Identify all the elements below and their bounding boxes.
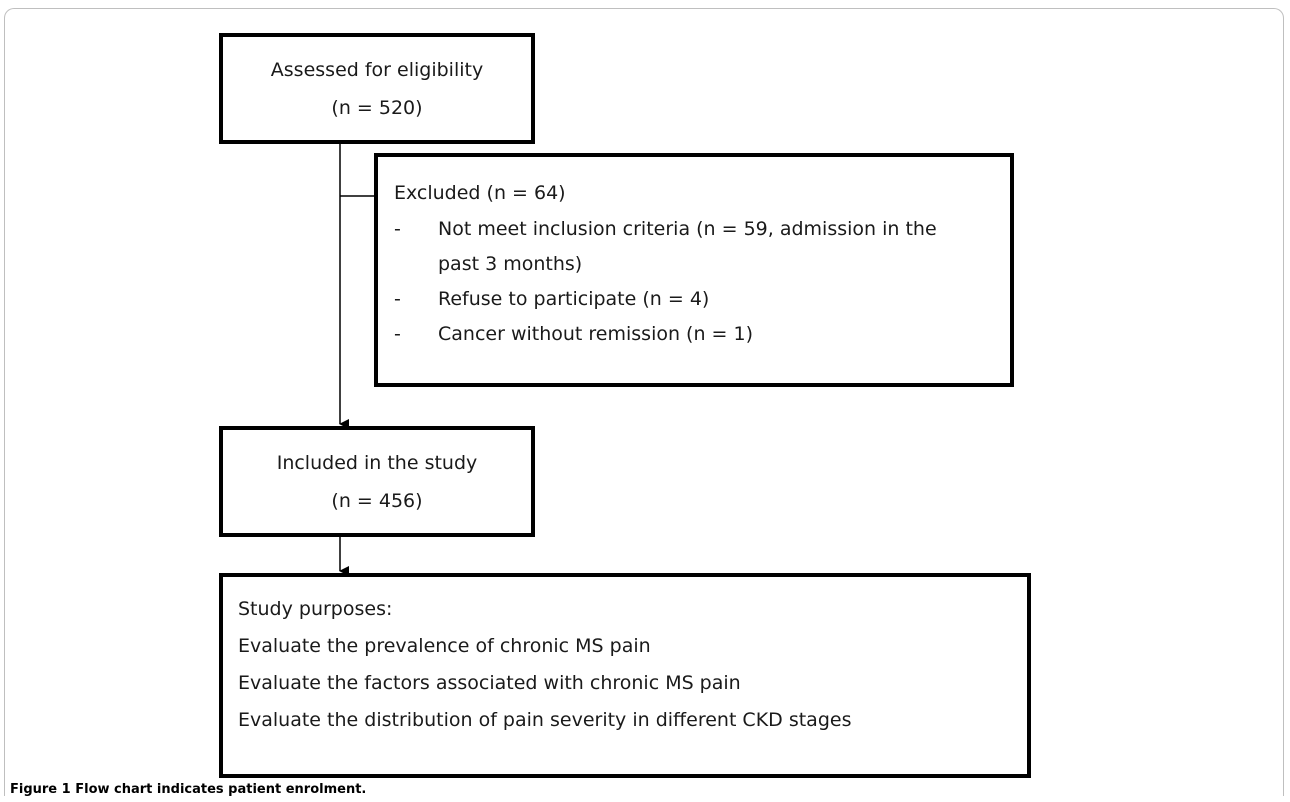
- excluded-item-text: Cancer without remission (n = 1): [438, 323, 754, 345]
- purpose-item: Evaluate the factors associated with chr…: [238, 672, 741, 694]
- bullet-dash: -: [394, 288, 401, 310]
- figure-frame: [4, 8, 1284, 796]
- eligibility-title: Assessed for eligibility: [270, 58, 484, 81]
- purposes-heading: Study purposes:: [238, 598, 393, 620]
- included-box: Included in the study (n = 456): [219, 426, 535, 537]
- bullet-dash: -: [394, 323, 401, 345]
- excluded-item-text: Refuse to participate (n = 4): [438, 288, 710, 310]
- purposes-box: Study purposes: Evaluate the prevalence …: [219, 573, 1031, 778]
- excluded-item: - Refuse to participate (n = 4): [394, 282, 994, 317]
- eligibility-count: (n = 520): [331, 96, 423, 119]
- figure-caption: Figure 1 Flow chart indicates patient en…: [10, 782, 366, 797]
- bullet-dash: -: [394, 218, 401, 240]
- figure-caption-text: Flow chart indicates patient enrolment.: [75, 782, 367, 797]
- excluded-item: - Cancer without remission (n = 1): [394, 317, 994, 352]
- excluded-item-text: Not meet inclusion criteria (n = 59, adm…: [438, 218, 937, 240]
- included-count: (n = 456): [331, 489, 423, 512]
- excluded-item: - Not meet inclusion criteria (n = 59, a…: [394, 212, 994, 282]
- purpose-item: Evaluate the prevalence of chronic MS pa…: [238, 635, 651, 657]
- excluded-box: Excluded (n = 64) - Not meet inclusion c…: [374, 153, 1014, 387]
- excluded-item-text-continued: past 3 months): [438, 253, 583, 275]
- excluded-heading: Excluded (n = 64): [394, 182, 566, 204]
- figure-caption-label: Figure 1: [10, 782, 71, 797]
- purpose-item: Evaluate the distribution of pain severi…: [238, 709, 852, 731]
- eligibility-box: Assessed for eligibility (n = 520): [219, 33, 535, 144]
- included-title: Included in the study: [276, 451, 478, 474]
